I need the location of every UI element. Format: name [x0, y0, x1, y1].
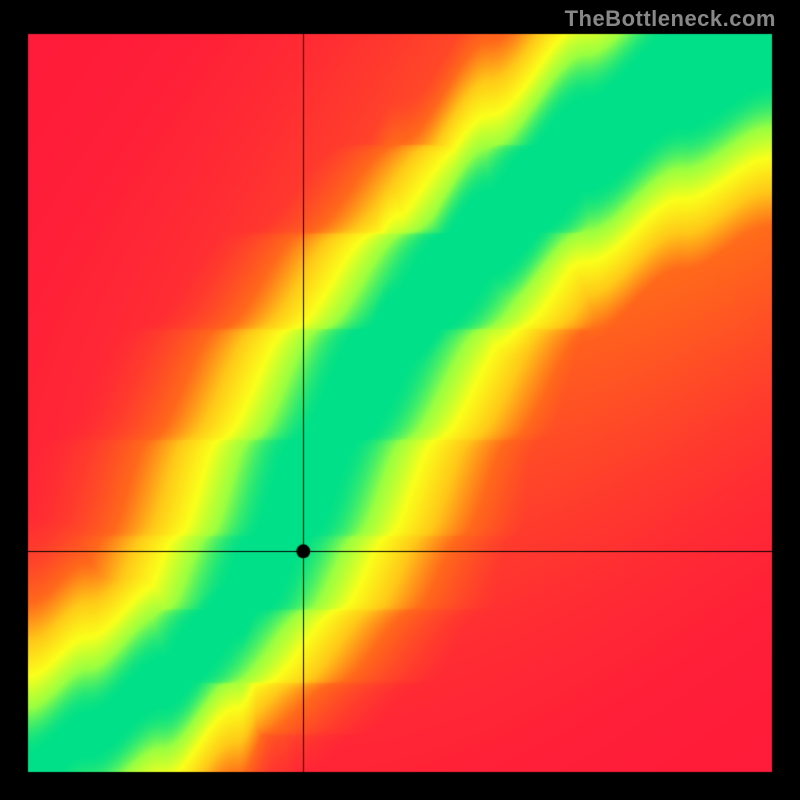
- chart-container: TheBottleneck.com: [0, 0, 800, 800]
- watermark-text: TheBottleneck.com: [565, 6, 776, 32]
- heatmap-canvas: [0, 0, 800, 800]
